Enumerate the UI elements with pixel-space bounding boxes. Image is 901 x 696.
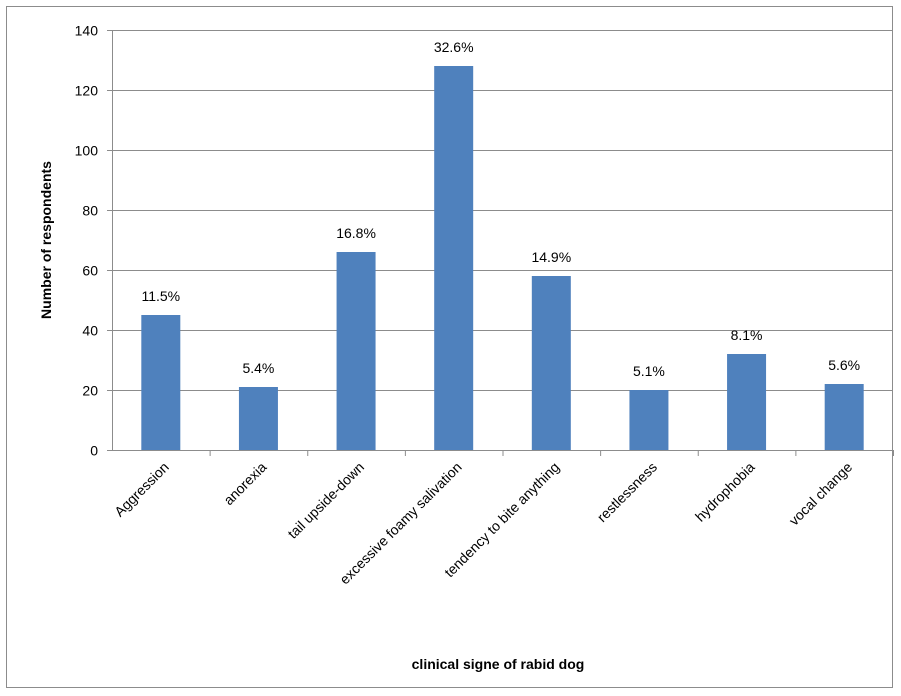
bars [141,66,864,450]
y-tick-label: 100 [75,143,99,159]
y-tick-label: 120 [75,83,99,99]
x-axis-title: clinical signe of rabid dog [412,656,585,672]
x-tick-label: restlessness [594,459,660,525]
x-tick-label: hydrophobia [692,459,758,525]
y-tick-label: 40 [82,323,98,339]
bar-data-label: 14.9% [531,249,571,265]
bar-data-label: 5.4% [242,360,274,376]
x-tick-label: anorexia [220,459,269,508]
bar-data-label: 11.5% [141,288,180,304]
y-tick-label: 0 [90,443,98,459]
bar [727,354,767,450]
y-tick-label: 60 [82,263,98,279]
bar [336,252,376,450]
bar [434,66,474,450]
x-tick-label: vocal change [786,459,856,529]
bar [141,315,181,450]
bar [238,387,278,450]
bar-data-label: 32.6% [434,39,474,55]
y-axis-title: Number of respondents [38,161,54,319]
bar [824,384,864,450]
bar [531,276,571,450]
x-tick-labels: Aggression anorexia tail upside-downexcess… [111,459,855,588]
y-tick-label: 140 [75,23,99,39]
bar [629,390,669,450]
axes [107,30,894,456]
bar-data-label: 5.1% [633,363,665,379]
x-tick-label: Aggression [111,459,172,520]
y-tick-labels: 0 20 40 60 80 100 120 140 [75,23,99,459]
y-tick-label: 20 [82,383,98,399]
bar-data-label: 8.1% [731,327,763,343]
bar-data-label: 5.6% [828,357,860,373]
bar-data-label: 16.8% [336,225,376,241]
y-tick-label: 80 [82,203,98,219]
data-labels: 11.5% 5.4% 16.8% 32.6% 14.9% 5.1% 8.1% 5.6% [141,39,860,379]
x-tick-label: tail upside-down [284,459,367,542]
gridlines [112,30,893,391]
x-tick-label: tendency to bite anything [441,459,562,580]
